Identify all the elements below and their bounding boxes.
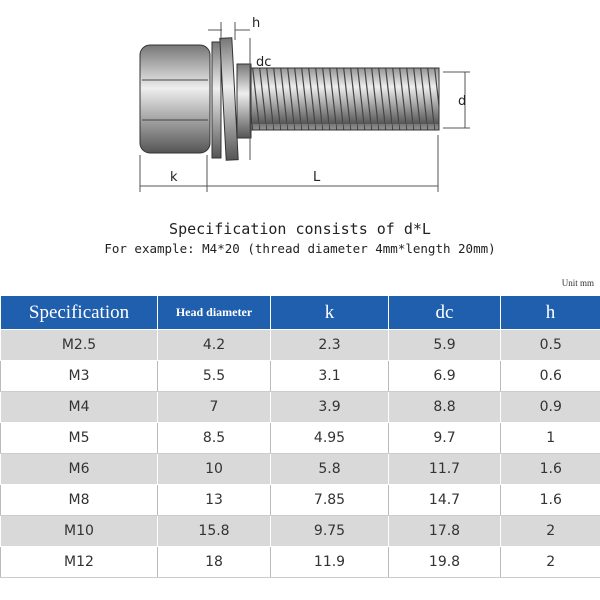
table-cell: 0.9 [500,391,600,423]
table-cell: M3 [0,360,158,392]
table-cell: M10 [0,515,158,547]
table-cell: 9.75 [270,515,389,547]
table-cell: 14.7 [388,484,501,516]
table-cell: 4.95 [270,422,389,454]
label-dc: dc [256,55,271,70]
table-cell: 2 [500,515,600,547]
table-row: M5 8.5 4.95 9.7 1 [0,422,600,454]
header-cell: k [270,295,389,330]
table-cell: 8.5 [157,422,271,454]
table-cell: 2 [500,546,600,578]
table-cell: M2.5 [0,329,158,361]
table-cell: M6 [0,453,158,485]
table-cell: 19.8 [388,546,501,578]
table-row: M10 15.8 9.75 17.8 2 [0,515,600,547]
table-cell: 5.8 [270,453,389,485]
table-cell: 0.5 [500,329,600,361]
table-cell: 1.6 [500,453,600,485]
table-cell: 15.8 [157,515,271,547]
table-cell: 6.9 [388,360,501,392]
thread [250,67,440,131]
caption-line: Specification consists of d*L [169,220,431,238]
screw-diagram: h dc d k L [139,16,470,192]
table-cell: 11.7 [388,453,501,485]
table-cell: M8 [0,484,158,516]
shank [236,63,252,139]
label-k: k [170,170,178,185]
table-cell: 8.8 [388,391,501,423]
table-cell: M4 [0,391,158,423]
table-cell: 5.9 [388,329,501,361]
table-cell: 0.6 [500,360,600,392]
caption-line: For example: M4*20 (thread diameter 4mm*… [104,241,496,256]
spring-washer [219,37,239,161]
table-row: M3 5.5 3.1 6.9 0.6 [0,360,600,392]
table-cell: M12 [0,546,158,578]
table-cell: 3.9 [270,391,389,423]
table-cell: 17.8 [388,515,501,547]
table-cell: 2.3 [270,329,389,361]
table-cell: 18 [157,546,271,578]
table-row: M6 10 5.8 11.7 1.6 [0,453,600,485]
dimension-lines [139,22,470,192]
table-row: M12 18 11.9 19.8 2 [0,546,600,578]
table-cell: 3.1 [270,360,389,392]
screw-head [139,44,211,154]
label-h: h [252,16,260,31]
header-cell: Head diameter [157,295,271,330]
table-cell: 7.85 [270,484,389,516]
table-row: M4 7 3.9 8.8 0.9 [0,391,600,423]
spec-table: Specification Head diameter k dc h M2.5 4.2 2.… [0,295,600,578]
table-cell: 1.6 [500,484,600,516]
label-d: d [458,94,466,109]
table-cell: M5 [0,422,158,454]
header-cell: h [500,295,600,330]
table-cell: 4.2 [157,329,271,361]
label-L: L [313,170,321,185]
header-cell: dc [388,295,501,330]
header-cell: Specification [0,295,158,330]
flat-washer [211,41,222,159]
table-cell: 5.5 [157,360,271,392]
table-cell: 7 [157,391,271,423]
table-cell: 1 [500,422,600,454]
header-row: Specification Head diameter k dc h [0,295,600,330]
table-cell: 10 [157,453,271,485]
unit-note: Unit mm [561,278,594,288]
table-cell: 13 [157,484,271,516]
table-row: M8 13 7.85 14.7 1.6 [0,484,600,516]
table-cell: 11.9 [270,546,389,578]
table-row: M2.5 4.2 2.3 5.9 0.5 [0,329,600,361]
table-cell: 9.7 [388,422,501,454]
